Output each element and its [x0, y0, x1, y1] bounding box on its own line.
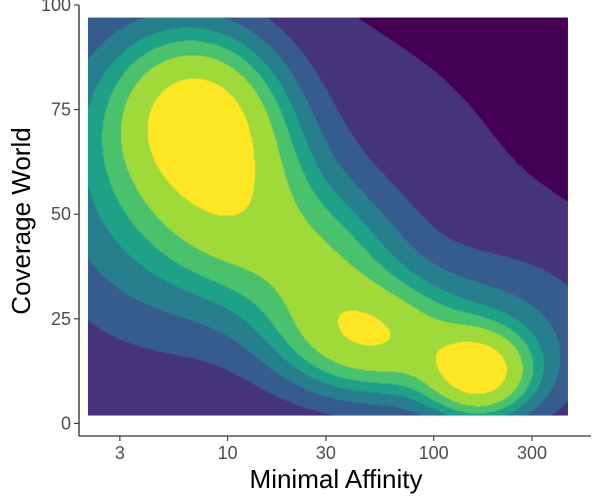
y-tick-label: 100	[41, 0, 71, 15]
y-tick-label: 50	[51, 204, 71, 224]
y-tick-label: 0	[61, 413, 71, 433]
x-tick-label: 3	[115, 443, 125, 463]
y-axis-title: Coverage World	[6, 127, 36, 314]
x-ticks: 3 10 30 100 300	[115, 436, 547, 463]
axes	[78, 5, 591, 437]
y-tick-label: 75	[51, 100, 71, 120]
x-axis-title: Minimal Affinity	[250, 464, 423, 494]
x-tick-label: 10	[218, 443, 238, 463]
x-tick-label: 100	[419, 443, 449, 463]
x-tick-label: 30	[316, 443, 336, 463]
y-tick-label: 25	[51, 309, 71, 329]
density-raster	[87, 17, 568, 416]
y-ticks: 0 25 50 75 100	[41, 0, 79, 433]
x-tick-label: 300	[517, 443, 547, 463]
plot-area	[87, 17, 568, 416]
